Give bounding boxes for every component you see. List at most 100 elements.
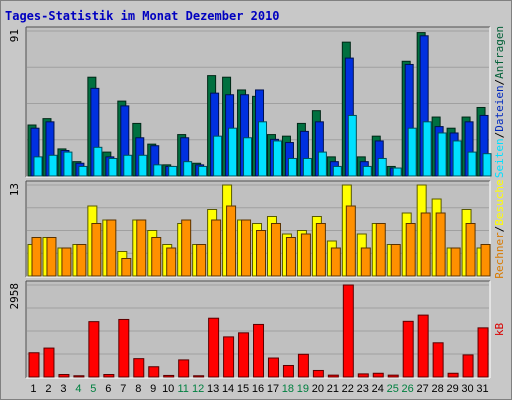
bar-seiten-day-7 (123, 154, 133, 177)
bar-rechner-day-3 (61, 247, 72, 277)
bar-seiten-day-22 (347, 114, 357, 177)
bar-kb-day-19 (297, 353, 309, 378)
bar-rechner-day-8 (136, 219, 147, 277)
bar-rechner-day-21 (330, 247, 341, 277)
bar-seiten-day-24 (377, 157, 387, 177)
bar-kb-day-12 (193, 375, 205, 378)
bar-rechner-day-18 (285, 237, 296, 277)
day-label-8: 8 (135, 383, 141, 395)
bar-seiten-day-20 (317, 151, 327, 177)
panel-3: 2958 (8, 280, 491, 379)
day-label-3: 3 (60, 383, 66, 395)
bar-rechner-day-7 (121, 258, 132, 277)
bar-kb-day-23 (357, 373, 369, 378)
legend-dateien: Dateien (493, 85, 506, 131)
bar-kb-day-1 (28, 352, 40, 378)
bar-seiten-day-12 (198, 165, 208, 177)
bar-rechner-day-22 (345, 205, 356, 277)
bar-rechner-day-15 (241, 219, 252, 277)
bar-seiten-day-15 (243, 137, 253, 177)
bar-kb-day-25 (387, 374, 399, 378)
bar-seiten-day-4 (78, 165, 88, 177)
bar-rechner-day-19 (300, 233, 311, 277)
bar-kb-day-9 (148, 366, 160, 378)
bar-rechner-day-25 (390, 244, 401, 277)
day-label-2: 2 (45, 383, 51, 395)
bar-kb-day-2 (43, 347, 55, 378)
day-label-11: 11 (177, 383, 188, 395)
bar-kb-day-10 (163, 374, 175, 378)
bar-seiten-day-9 (153, 164, 163, 177)
bar-seiten-day-11 (183, 161, 193, 177)
bar-seiten-day-18 (287, 157, 297, 177)
day-label-30: 30 (461, 383, 473, 395)
bar-seiten-day-14 (228, 127, 238, 177)
bar-rechner-day-6 (106, 219, 117, 277)
panel-max-label: 2958 (8, 283, 21, 310)
bar-seiten-day-28 (437, 132, 447, 177)
bar-seiten-day-27 (422, 121, 432, 177)
bar-rechner-day-13 (211, 219, 222, 277)
day-label-13: 13 (207, 383, 219, 395)
bar-seiten-day-23 (362, 165, 372, 177)
bar-seiten-day-10 (168, 165, 178, 177)
bar-rechner-day-24 (375, 223, 386, 277)
bar-kb-day-21 (327, 374, 339, 378)
legend-separator: / (493, 132, 506, 139)
bar-kb-day-3 (58, 374, 70, 378)
bar-seiten-day-21 (332, 165, 342, 177)
legend-besuche: Besuche (493, 179, 506, 225)
bar-rechner-day-26 (405, 223, 416, 277)
panel-2: 13 (8, 180, 491, 278)
panel-max-label: 13 (8, 183, 21, 196)
bar-rechner-day-29 (450, 247, 461, 277)
day-label-19: 19 (297, 383, 309, 395)
day-label-4: 4 (75, 383, 81, 395)
bar-seiten-day-2 (48, 154, 58, 177)
day-label-24: 24 (372, 383, 384, 395)
day-label-5: 5 (90, 383, 96, 395)
day-label-26: 26 (402, 383, 414, 395)
day-label-17: 17 (267, 383, 279, 395)
bar-seiten-day-13 (213, 135, 223, 177)
day-label-29: 29 (446, 383, 458, 395)
panel-3-legend: kB (493, 323, 506, 337)
bar-kb-day-28 (432, 342, 444, 378)
bar-kb-day-27 (417, 314, 429, 378)
panel-legend-text: Rechner/Besuche (493, 179, 506, 278)
bar-kb-day-18 (282, 364, 294, 378)
day-label-9: 9 (150, 383, 156, 395)
bar-rechner-day-28 (435, 212, 446, 277)
bar-seiten-day-16 (258, 121, 268, 177)
bar-seiten-day-19 (302, 157, 312, 177)
bar-seiten-day-3 (63, 151, 73, 177)
bar-kb-day-16 (253, 323, 265, 378)
panel-legend-text: Seiten/Dateien/Anfragen (493, 26, 506, 178)
bar-rechner-day-2 (46, 237, 57, 277)
bar-rechner-day-11 (181, 219, 192, 277)
legend-anfragen: Anfragen (493, 26, 506, 79)
day-label-16: 16 (252, 383, 264, 395)
bar-rechner-day-1 (31, 237, 42, 277)
bar-seiten-day-1 (33, 156, 43, 177)
bar-seiten-day-5 (93, 146, 103, 177)
bar-rechner-day-10 (166, 247, 177, 277)
day-label-10: 10 (162, 383, 174, 395)
day-label-18: 18 (282, 383, 294, 395)
bar-kb-day-13 (208, 317, 220, 378)
panel-1-legend: Seiten/Dateien/Anfragen (493, 26, 506, 178)
bar-kb-day-31 (477, 327, 489, 378)
bar-kb-day-8 (133, 358, 145, 378)
legend-rechner: Rechner (493, 232, 506, 279)
bar-rechner-day-30 (465, 223, 476, 277)
panel-2-legend: Rechner/Besuche (493, 179, 506, 278)
bar-kb-day-24 (372, 372, 384, 378)
bar-seiten-day-8 (138, 154, 148, 177)
bar-kb-day-5 (88, 321, 100, 378)
bar-rechner-day-4 (76, 244, 87, 277)
day-label-6: 6 (105, 383, 111, 395)
day-label-25: 25 (387, 383, 399, 395)
bar-rechner-day-23 (360, 247, 371, 277)
bar-kb-day-20 (312, 369, 324, 378)
day-label-14: 14 (222, 383, 234, 395)
